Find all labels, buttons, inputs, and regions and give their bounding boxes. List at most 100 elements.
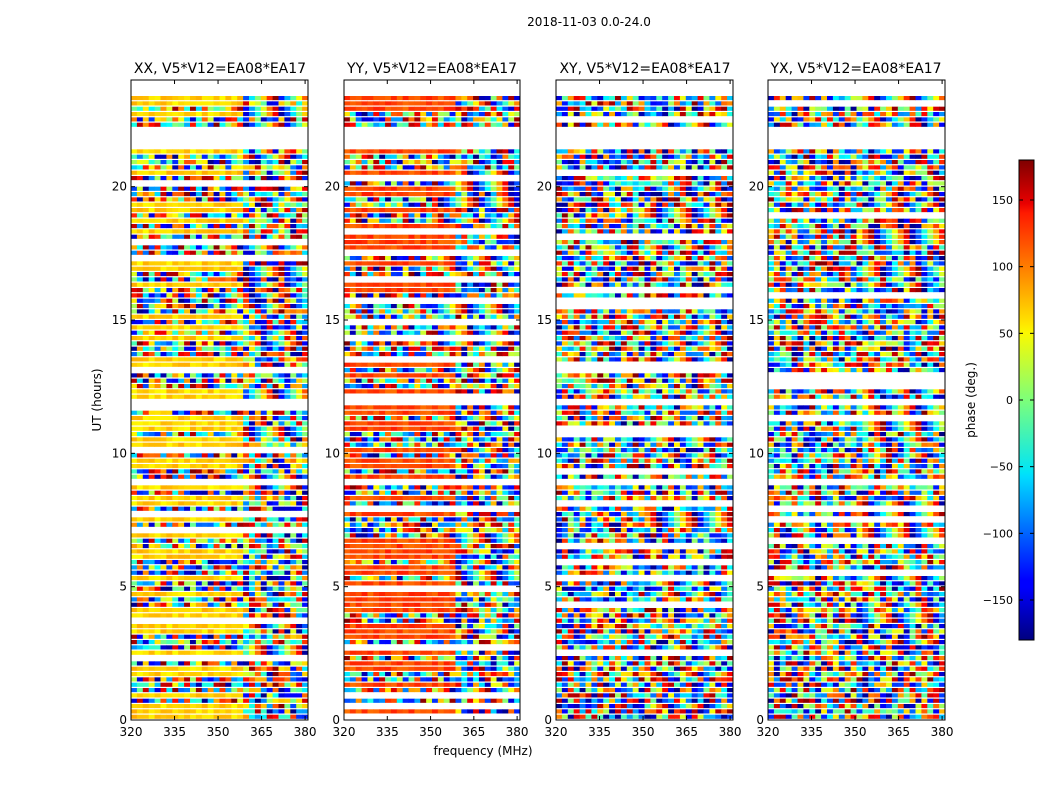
heatmap-cell (508, 346, 515, 351)
heatmap-cell (190, 106, 197, 111)
heatmap-cell (195, 277, 203, 282)
heatmap-cell (231, 309, 238, 314)
heatmap-cell (385, 672, 392, 677)
heatmap-cell (514, 618, 521, 623)
heatmap-cell (243, 565, 250, 570)
heatmap-cell (254, 485, 262, 490)
heatmap-cell (190, 432, 197, 437)
heatmap-cell (478, 544, 486, 549)
heatmap-cell (219, 149, 226, 154)
heatmap-cell (243, 378, 250, 383)
heatmap-cell (296, 629, 303, 634)
heatmap-cell (284, 192, 291, 197)
heatmap-cell (278, 117, 285, 122)
heatmap-cell (349, 640, 357, 645)
heatmap-cell (437, 565, 445, 570)
heatmap-cell (260, 277, 268, 282)
heatmap-cell (502, 677, 509, 682)
heatmap-cell (478, 554, 486, 559)
heatmap-cell (278, 208, 285, 213)
heatmap-cell (344, 368, 351, 373)
heatmap-cell (260, 96, 268, 101)
heatmap-cell (473, 640, 480, 645)
heatmap-cell (461, 709, 468, 714)
heatmap-cell (207, 592, 214, 597)
heatmap-cell (254, 506, 262, 511)
heatmap-cell (237, 282, 244, 287)
heatmap-cell (166, 298, 173, 303)
heatmap-cell (437, 341, 445, 346)
heatmap-cell (243, 224, 250, 229)
heatmap-cell (296, 645, 303, 650)
heatmap-cell (467, 656, 474, 661)
heatmap-cell (278, 362, 285, 367)
heatmap-cell (514, 490, 521, 495)
heatmap-cell (302, 346, 309, 351)
heatmap-cell (213, 277, 220, 282)
heatmap-cell (190, 592, 197, 597)
heatmap-cell (131, 469, 138, 474)
heatmap-cell (296, 693, 303, 698)
heatmap-cell (131, 533, 138, 538)
heatmap-cell (290, 202, 297, 207)
heatmap-cell (213, 576, 220, 581)
heatmap-cell (195, 176, 203, 181)
heatmap-cell (148, 581, 155, 586)
heatmap-cell (490, 314, 497, 319)
heatmap-cell (195, 410, 203, 415)
heatmap-cell (284, 245, 291, 250)
heatmap-cell (142, 389, 150, 394)
heatmap-cell (402, 485, 409, 490)
heatmap-cell (231, 522, 238, 527)
heatmap-cell (172, 613, 179, 618)
heatmap-cell (154, 554, 161, 559)
heatmap-cell (302, 325, 309, 330)
heatmap-cell (379, 581, 386, 586)
heatmap-cell (408, 709, 415, 714)
heatmap-cell (166, 426, 173, 431)
heatmap-cell (290, 261, 297, 266)
heatmap-cell (420, 512, 427, 517)
heatmap-cell (213, 714, 220, 719)
heatmap-cell (266, 645, 273, 650)
heatmap-cell (344, 496, 351, 501)
heatmap-cell (349, 426, 357, 431)
heatmap-cell (201, 261, 209, 266)
heatmap-cell (367, 640, 374, 645)
heatmap-cell (160, 602, 167, 607)
heatmap-cell (178, 229, 185, 234)
heatmap-cell (349, 490, 357, 495)
heatmap-cell (484, 410, 492, 415)
heatmap-cell (373, 352, 380, 357)
heatmap-cell (367, 661, 374, 666)
heatmap-cell (296, 634, 303, 639)
heatmap-cell (278, 469, 285, 474)
heatmap-cell (473, 544, 480, 549)
heatmap-cell (195, 538, 203, 543)
heatmap-cell (385, 517, 392, 522)
heatmap-cell (160, 640, 167, 645)
heatmap-cell (166, 416, 173, 421)
heatmap-cell (290, 576, 297, 581)
heatmap-cell (496, 522, 503, 527)
heatmap-cell (272, 661, 279, 666)
heatmap-cell (390, 426, 398, 431)
heatmap-cell (426, 314, 433, 319)
heatmap-cell (213, 442, 220, 447)
heatmap-cell (184, 506, 191, 511)
heatmap-cell (496, 576, 503, 581)
heatmap-cell (296, 266, 303, 271)
heatmap-cell (136, 394, 144, 399)
heatmap-cell (148, 325, 155, 330)
heatmap-cell (131, 245, 138, 250)
heatmap-cell (237, 122, 244, 127)
heatmap-cell (213, 533, 220, 538)
heatmap-cell (349, 677, 357, 682)
heatmap-cell (278, 453, 285, 458)
heatmap-cell (231, 378, 238, 383)
heatmap-cell (278, 554, 285, 559)
heatmap-cell (437, 677, 445, 682)
heatmap-cell (420, 437, 427, 442)
heatmap-cell (484, 549, 492, 554)
